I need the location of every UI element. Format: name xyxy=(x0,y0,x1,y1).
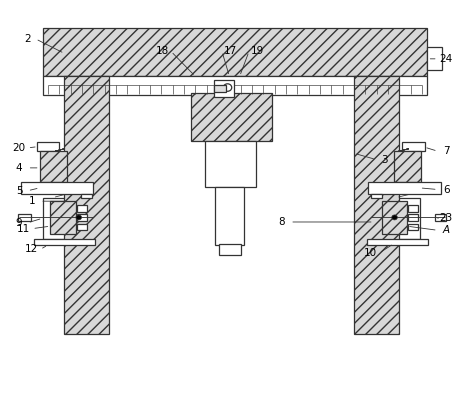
Circle shape xyxy=(76,215,81,220)
Bar xyxy=(394,151,421,182)
Bar xyxy=(214,85,226,92)
Circle shape xyxy=(223,84,232,91)
Text: 6: 6 xyxy=(443,184,449,194)
Bar xyxy=(18,214,31,221)
Bar xyxy=(408,214,418,221)
Bar xyxy=(205,141,256,186)
Text: 3: 3 xyxy=(381,155,388,165)
Text: 19: 19 xyxy=(251,47,264,56)
Text: 9: 9 xyxy=(16,218,23,228)
Bar xyxy=(34,239,95,245)
Text: 12: 12 xyxy=(25,244,39,254)
Bar xyxy=(219,243,241,255)
Bar xyxy=(21,182,94,194)
Bar xyxy=(43,76,427,95)
Bar xyxy=(77,224,87,230)
Bar xyxy=(368,182,440,194)
Bar xyxy=(408,205,418,212)
Bar xyxy=(402,142,425,151)
Text: 10: 10 xyxy=(364,248,377,258)
Text: 5: 5 xyxy=(16,186,23,196)
Bar xyxy=(50,201,76,235)
Bar xyxy=(371,194,382,198)
Text: 23: 23 xyxy=(439,213,453,223)
Bar xyxy=(214,80,234,97)
Circle shape xyxy=(392,215,397,220)
Bar xyxy=(434,214,446,221)
Bar xyxy=(374,198,420,239)
Bar xyxy=(428,47,441,70)
Bar xyxy=(64,76,109,334)
Bar xyxy=(77,205,87,212)
Text: 7: 7 xyxy=(443,146,449,156)
Bar xyxy=(42,198,88,239)
Bar xyxy=(215,186,244,245)
Text: 18: 18 xyxy=(156,47,169,56)
Bar xyxy=(408,224,418,230)
Bar xyxy=(77,214,87,221)
Bar xyxy=(367,239,428,245)
Text: 20: 20 xyxy=(13,143,26,153)
Bar xyxy=(382,201,407,235)
Bar xyxy=(81,194,92,198)
Bar xyxy=(39,151,67,182)
Text: A: A xyxy=(443,225,450,235)
Text: 1: 1 xyxy=(29,196,35,206)
Bar xyxy=(43,28,427,76)
Text: 24: 24 xyxy=(439,54,453,64)
Text: 8: 8 xyxy=(278,217,285,227)
Bar xyxy=(37,142,59,151)
Text: 2: 2 xyxy=(24,34,31,44)
Text: 11: 11 xyxy=(17,224,31,234)
Text: 4: 4 xyxy=(16,163,23,173)
Text: 17: 17 xyxy=(224,47,237,56)
Bar xyxy=(191,93,273,141)
Bar xyxy=(354,76,399,334)
